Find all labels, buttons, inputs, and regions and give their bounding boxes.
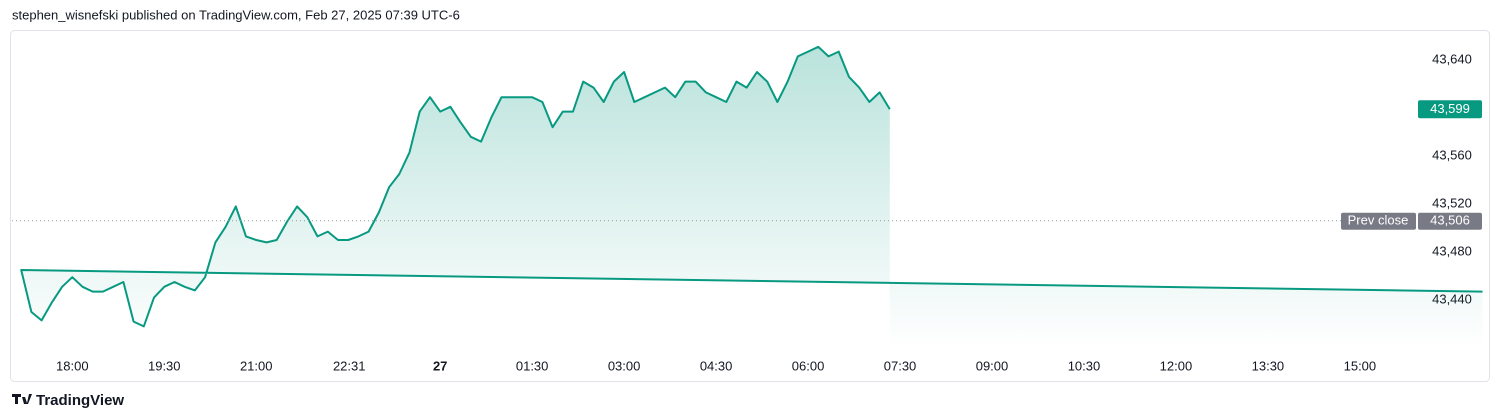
y-tick-label: 43,640 [1432,51,1472,66]
area [21,46,1483,349]
x-tick-label: 01:30 [516,358,549,373]
x-tick-label: 21:00 [240,358,273,373]
x-tick-label: 06:00 [792,358,825,373]
x-tick-label: 22:31 [333,358,366,373]
x-tick-label: 04:30 [700,358,733,373]
last-price-tag [1418,100,1482,119]
prev-close-tag [1341,212,1416,230]
header: stephen_wisnefski published on TradingVi… [12,7,460,22]
x-tick-label: 27 [433,358,447,373]
x-tick-label: 07:30 [884,358,917,373]
x-tick-label: 18:00 [56,358,89,373]
y-tick-label: 43,520 [1432,195,1472,210]
x-tick-label: 09:00 [976,358,1009,373]
x-tick-label: 03:00 [608,358,641,373]
brand-logo [12,394,32,404]
x-tick-label: 12:00 [1160,358,1193,373]
last-price-value: 43,599 [1430,101,1470,116]
y-tick-label: 43,560 [1432,147,1472,162]
x-tick-label: 13:30 [1252,358,1285,373]
x-tick-label: 19:30 [148,358,181,373]
y-tick-label: 43,480 [1432,243,1472,258]
chart-frame [10,30,1490,382]
prev-close-value: 43,506 [1430,213,1470,228]
price-line [20,45,1483,328]
prev-close-name: Prev close [1348,213,1409,228]
x-tick-label: 15:00 [1344,358,1377,373]
x-tick-label: 10:30 [1068,358,1101,373]
brand: TradingView [36,392,124,409]
prev-close-value-tag [1418,212,1482,230]
